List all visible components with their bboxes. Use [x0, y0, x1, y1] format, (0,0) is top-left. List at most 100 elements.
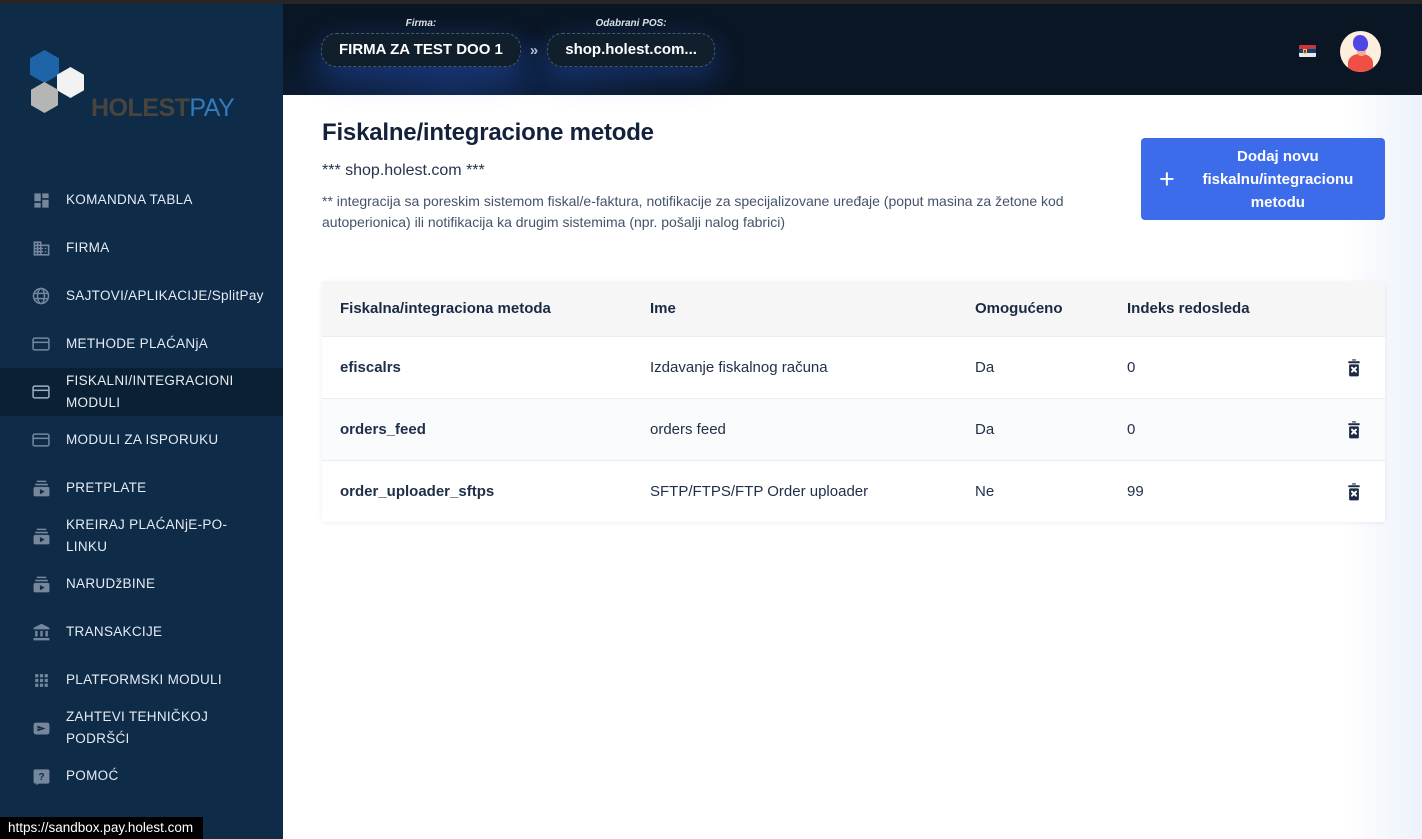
- flag-stripe-white: [1299, 53, 1316, 57]
- pos-crumb-group: Odabrani POS: shop.holest.com...: [547, 18, 715, 67]
- logo-hexagon-gray: [31, 82, 58, 113]
- avatar-shirt: [1348, 54, 1373, 72]
- sidebar-item-moduli-za-isporuku[interactable]: MODULI ZA ISPORUKU: [0, 416, 283, 464]
- cell-name: SFTP/FTPS/FTP Order uploader: [650, 483, 869, 500]
- cell-enabled: Da: [975, 359, 995, 376]
- card-icon: [30, 333, 52, 355]
- plus-icon: +: [1159, 163, 1175, 194]
- grid-icon: [30, 669, 52, 691]
- sidebar-item-label: KREIRAJ PLAĆANjE-PO-LINKU: [66, 517, 228, 554]
- sidebar-item-label: SAJTOVI/APLIKACIJE/SplitPay: [66, 288, 264, 303]
- firma-label: Firma:: [405, 18, 437, 29]
- sidebar-item-label: METHODE PLAĆANjA: [66, 336, 209, 351]
- sidebar-item-label: FISKALNI/INTEGRACIONI MODULI: [66, 373, 234, 410]
- holestpay-logo[interactable]: HOLESTPAY: [30, 50, 260, 123]
- logo-text-holest: HOLEST: [91, 94, 190, 122]
- column-header-actions: [1305, 290, 1385, 328]
- subscriptions-icon: [30, 477, 52, 499]
- column-header-index: Indeks redosleda: [1127, 300, 1250, 317]
- logo-wordmark: HOLESTPAY: [91, 94, 235, 123]
- table-row[interactable]: order_uploader_sftps SFTP/FTPS/FTP Order…: [322, 460, 1385, 522]
- add-method-button[interactable]: + Dodaj novu fiskalnu/integracionu metod…: [1141, 138, 1385, 220]
- sidebar-item-label: POMOĆ: [66, 768, 119, 783]
- send-icon: [30, 717, 52, 739]
- building-icon: [30, 237, 52, 259]
- cell-enabled: Ne: [975, 483, 995, 500]
- add-method-button-label: Dodaj novu fiskalnu/integracionu metodu: [1202, 147, 1354, 211]
- top-header: Firma: FIRMA ZA TEST DOO 1 » Odabrani PO…: [283, 4, 1422, 95]
- trash-icon: [1348, 420, 1360, 438]
- cell-index: 99: [1127, 483, 1144, 500]
- sidebar-item-label: FIRMA: [66, 240, 110, 255]
- sidebar-item-fiskalni-integracioni-moduli[interactable]: FISKALNI/INTEGRACIONI MODULI: [0, 368, 283, 416]
- table-row[interactable]: orders_feed orders feed Da 0: [322, 398, 1385, 460]
- flag-stripe-red: [1299, 45, 1316, 49]
- cell-index: 0: [1127, 421, 1136, 438]
- sidebar-item-komandna-tabla[interactable]: KOMANDNA TABLA: [0, 176, 283, 224]
- table-header-row: Fiskalna/integraciona metoda Ime Omoguće…: [322, 281, 1385, 336]
- flag-stripe-blue: [1299, 49, 1316, 53]
- sidebar-item-label: ZAHTEVI TEHNIČKOJ PODRŠĆI: [66, 709, 209, 746]
- column-header-name: Ime: [650, 300, 676, 317]
- subscriptions-icon: [30, 573, 52, 595]
- main-content: Fiskalne/integracione metode *** shop.ho…: [283, 95, 1422, 839]
- sidebar-item-pretplate[interactable]: PRETPLATE: [0, 464, 283, 512]
- logo-text-pay: PAY: [189, 94, 235, 122]
- sidebar-item-label: KOMANDNA TABLA: [66, 192, 193, 207]
- firma-chip[interactable]: FIRMA ZA TEST DOO 1: [321, 33, 521, 67]
- sidebar-nav: KOMANDNA TABLA FIRMA SAJTOVI/APLIKACIJE/…: [0, 176, 283, 800]
- page-description: ** integracija sa poreskim sistemom fisk…: [322, 193, 1064, 230]
- sidebar-item-label: PLATFORMSKI MODULI: [66, 672, 222, 687]
- globe-icon: [30, 285, 52, 307]
- column-header-method: Fiskalna/integraciona metoda: [340, 300, 551, 317]
- user-avatar[interactable]: [1340, 31, 1381, 72]
- sidebar-item-platformski-moduli[interactable]: PLATFORMSKI MODULI: [0, 656, 283, 704]
- delete-method-button[interactable]: [1343, 356, 1365, 380]
- browser-top-edge: [0, 0, 1422, 4]
- delete-method-button[interactable]: [1343, 418, 1365, 442]
- cell-name: orders feed: [650, 421, 726, 438]
- bank-icon: [30, 621, 52, 643]
- cell-method: efiscalrs: [340, 359, 401, 376]
- sidebar-item-kreiraj-placanje-po-linku[interactable]: KREIRAJ PLAĆANjE-PO-LINKU: [0, 512, 283, 560]
- serbia-flag-icon[interactable]: [1299, 45, 1316, 57]
- page-title: Fiskalne/integracione metode: [322, 119, 654, 146]
- methods-table: Fiskalna/integraciona metoda Ime Omoguće…: [322, 281, 1385, 522]
- dashboard-icon: [30, 189, 52, 211]
- sidebar-item-firma[interactable]: FIRMA: [0, 224, 283, 272]
- cell-index: 0: [1127, 359, 1136, 376]
- sidebar-item-label: PRETPLATE: [66, 480, 147, 495]
- sidebar-item-zahtevi-tehnickoj-podrsci[interactable]: ZAHTEVI TEHNIČKOJ PODRŠĆI: [0, 704, 283, 752]
- trash-icon: [1348, 358, 1360, 376]
- trash-icon: [1348, 482, 1360, 500]
- subscriptions-icon: [30, 525, 52, 547]
- sidebar-item-pomoc[interactable]: ? POMOĆ: [0, 752, 283, 800]
- firma-crumb-group: Firma: FIRMA ZA TEST DOO 1: [321, 18, 521, 67]
- delete-method-button[interactable]: [1343, 480, 1365, 504]
- sidebar-item-label: MODULI ZA ISPORUKU: [66, 432, 219, 447]
- logo-hexagon-blue: [30, 50, 59, 83]
- table-row[interactable]: efiscalrs Izdavanje fiskalnog računa Da …: [322, 336, 1385, 398]
- cell-enabled: Da: [975, 421, 995, 438]
- sidebar-item-sajtovi[interactable]: SAJTOVI/APLIKACIJE/SplitPay: [0, 272, 283, 320]
- column-header-enabled: Omogućeno: [975, 300, 1063, 317]
- avatar-hair: [1353, 35, 1368, 51]
- cell-method: order_uploader_sftps: [340, 483, 495, 500]
- help-icon: ?: [30, 765, 52, 787]
- logo-hexagon-white: [57, 67, 84, 98]
- sidebar: HOLESTPAY KOMANDNA TABLA FIRMA SAJTOVI/A…: [0, 4, 283, 839]
- pos-chip[interactable]: shop.holest.com...: [547, 33, 715, 67]
- flag-emblem: [1303, 48, 1307, 54]
- breadcrumb-separator: »: [529, 42, 539, 59]
- card-icon: [30, 381, 52, 403]
- card-icon: [30, 429, 52, 451]
- cell-method: orders_feed: [340, 421, 426, 438]
- sidebar-item-methode-placanja[interactable]: METHODE PLAĆANjA: [0, 320, 283, 368]
- pos-label: Odabrani POS:: [595, 18, 667, 29]
- svg-text:?: ?: [38, 772, 44, 783]
- sidebar-item-label: NARUDžBINE: [66, 576, 156, 591]
- sidebar-item-narudzbine[interactable]: NARUDžBINE: [0, 560, 283, 608]
- browser-status-tooltip: https://sandbox.pay.holest.com: [0, 817, 204, 839]
- sidebar-item-transakcije[interactable]: TRANSAKCIJE: [0, 608, 283, 656]
- pos-subtitle: *** shop.holest.com ***: [322, 162, 485, 179]
